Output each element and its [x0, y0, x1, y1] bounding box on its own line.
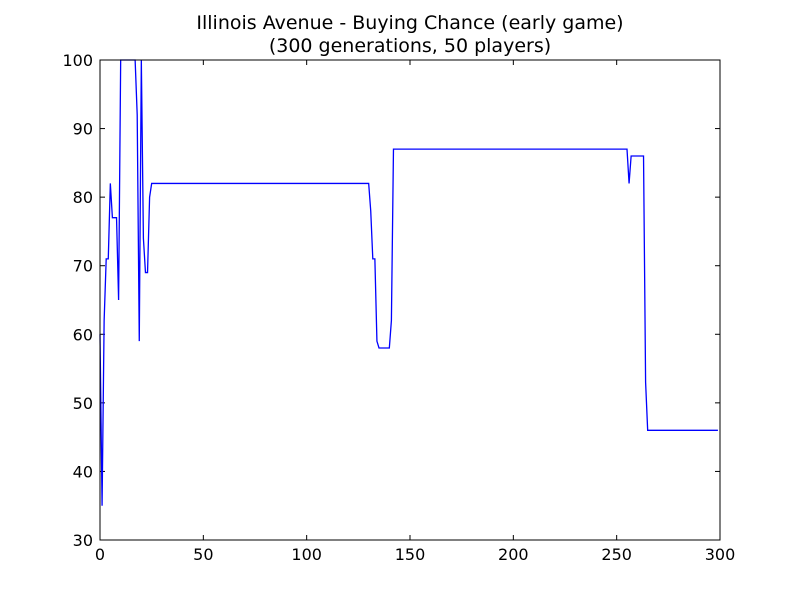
x-tick-label: 250 [601, 545, 632, 564]
x-tick-label: 150 [395, 545, 426, 564]
series-line-0 [99, 59, 718, 506]
x-tick-label: 0 [95, 545, 105, 564]
y-tick-label: 30 [73, 531, 93, 550]
y-tick-label: 40 [73, 462, 93, 481]
y-tick-label: 70 [73, 257, 93, 276]
x-tick-label: 100 [291, 545, 322, 564]
y-tick-label: 80 [73, 188, 93, 207]
y-tick-label: 100 [62, 51, 93, 70]
y-tick-label: 50 [73, 394, 93, 413]
chart-title: Illinois Avenue - Buying Chance (early g… [196, 12, 624, 34]
x-axis: 0 50 100 150 200 250 300 [95, 60, 735, 564]
chart-subtitle: (300 generations, 50 players) [268, 35, 552, 57]
x-tick-label: 300 [705, 545, 736, 564]
series-layer [99, 59, 718, 506]
plot-frame [99, 59, 721, 541]
y-tick-label: 90 [73, 120, 93, 139]
chart-title-block: Illinois Avenue - Buying Chance (early g… [0, 12, 800, 58]
y-tick-label: 60 [73, 325, 93, 344]
y-axis: 30 40 50 60 70 80 90 100 [62, 51, 720, 550]
x-tick-label: 200 [498, 545, 529, 564]
x-tick-label: 50 [193, 545, 213, 564]
